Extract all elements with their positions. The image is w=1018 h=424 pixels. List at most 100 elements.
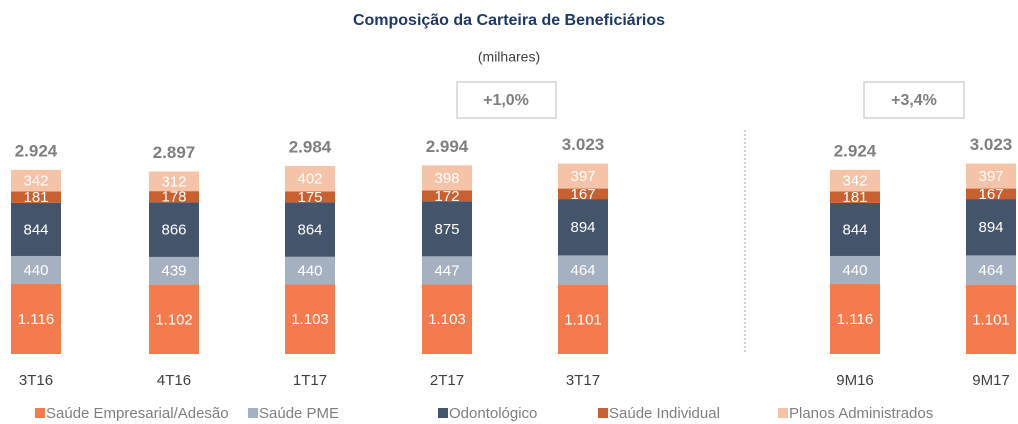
- bar-segment: [11, 255, 61, 284]
- value-label: 181: [23, 189, 48, 206]
- bar-segment: [285, 166, 335, 192]
- bar-segment: [422, 256, 472, 285]
- total-label: 2.984: [289, 137, 332, 156]
- total-label: 3.023: [562, 135, 605, 154]
- value-label: 894: [978, 219, 1003, 236]
- value-label: 398: [434, 170, 459, 187]
- total-label: 3.023: [970, 135, 1013, 154]
- bar-segment: [830, 191, 880, 203]
- bar-segment: [830, 202, 880, 256]
- x-tick-label: 4T16: [157, 372, 191, 389]
- value-label: 894: [570, 219, 595, 236]
- annotation-box: [863, 81, 965, 119]
- value-label: 167: [978, 186, 1003, 203]
- value-label: 181: [842, 189, 867, 206]
- value-label: 864: [297, 222, 322, 239]
- bar-segment: [285, 191, 335, 203]
- legend-swatch: [248, 408, 258, 418]
- x-tick-label: 9M16: [836, 372, 874, 389]
- value-label: 1.103: [291, 311, 329, 328]
- bar-segment: [966, 284, 1016, 354]
- total-label: 2.924: [834, 141, 877, 160]
- value-label: 447: [434, 262, 459, 279]
- total-label: 2.924: [15, 141, 58, 160]
- x-tick-label: 2T17: [430, 372, 464, 389]
- value-label: 844: [842, 221, 867, 238]
- x-tick-label: 3T17: [566, 372, 600, 389]
- bar-segment: [285, 256, 335, 285]
- bar-segment: [422, 190, 472, 202]
- value-label: 167: [570, 186, 595, 203]
- value-label: 866: [161, 222, 186, 239]
- bar-segment: [149, 191, 199, 203]
- x-tick-label: 9M17: [972, 372, 1010, 389]
- legend-label: Saúde Empresarial/Adesão: [46, 405, 229, 422]
- legend-label: Saúde PME: [259, 405, 339, 422]
- bar-segment: [558, 199, 608, 256]
- bar-segment: [11, 202, 61, 256]
- annotation: +1,0%: [483, 92, 529, 109]
- annotation: +3,4%: [891, 92, 937, 109]
- total-label: 2.994: [426, 137, 469, 156]
- legend-swatch: [598, 408, 608, 418]
- bar-segment: [422, 284, 472, 354]
- value-label: 312: [161, 173, 186, 190]
- bar-segment: [966, 163, 1016, 189]
- chart-title: Composição da Carteira de Beneficiários: [353, 12, 665, 29]
- value-label: 440: [297, 263, 322, 280]
- value-label: 464: [570, 262, 595, 279]
- bar-segment: [558, 163, 608, 189]
- value-label: 1.102: [155, 311, 193, 328]
- value-label: 172: [434, 188, 459, 205]
- legend-swatch: [35, 408, 45, 418]
- value-label: 342: [842, 173, 867, 190]
- legend-label: Odontológico: [449, 405, 537, 422]
- bar-segment: [830, 169, 880, 192]
- bar-segment: [558, 284, 608, 354]
- value-label: 178: [161, 189, 186, 206]
- value-label: 342: [23, 173, 48, 190]
- bar-segment: [11, 169, 61, 192]
- bar-segment: [422, 201, 472, 257]
- bar-segment: [285, 202, 335, 257]
- value-label: 1.101: [564, 311, 602, 328]
- value-label: 1.116: [18, 311, 54, 328]
- value-label: 175: [297, 189, 322, 206]
- value-label: 397: [570, 168, 595, 185]
- legend-swatch: [438, 408, 448, 418]
- value-label: 1.101: [972, 311, 1010, 328]
- bar-segment: [11, 283, 61, 354]
- bar-segment: [149, 256, 199, 285]
- value-label: 1.116: [837, 311, 873, 328]
- chart-subtitle: (milhares): [478, 49, 540, 65]
- bar-segment: [558, 188, 608, 200]
- value-label: 439: [161, 263, 186, 280]
- bar-segment: [149, 284, 199, 354]
- value-label: 1.103: [428, 311, 466, 328]
- bar-segment: [966, 188, 1016, 200]
- legend-swatch: [778, 408, 788, 418]
- total-label: 2.897: [153, 143, 196, 162]
- bar-segment: [830, 283, 880, 354]
- value-label: 440: [842, 262, 867, 279]
- value-label: 397: [978, 168, 1003, 185]
- x-tick-label: 3T16: [19, 372, 53, 389]
- bar-segment: [966, 255, 1016, 285]
- bar-segment: [558, 255, 608, 285]
- annotation-box: [456, 81, 557, 119]
- bar-segment: [966, 199, 1016, 256]
- bar-segment: [149, 202, 199, 257]
- value-label: 464: [978, 262, 1003, 279]
- legend-label: Saúde Individual: [609, 405, 720, 422]
- bar-segment: [422, 165, 472, 191]
- bar-segment: [285, 284, 335, 354]
- bar-segment: [830, 255, 880, 284]
- x-tick-label: 1T17: [293, 372, 327, 389]
- legend-label: Planos Administrados: [789, 405, 933, 422]
- bar-segment: [149, 171, 199, 192]
- value-label: 440: [23, 262, 48, 279]
- value-label: 402: [297, 171, 322, 188]
- value-label: 875: [434, 221, 459, 238]
- bar-segment: [11, 191, 61, 203]
